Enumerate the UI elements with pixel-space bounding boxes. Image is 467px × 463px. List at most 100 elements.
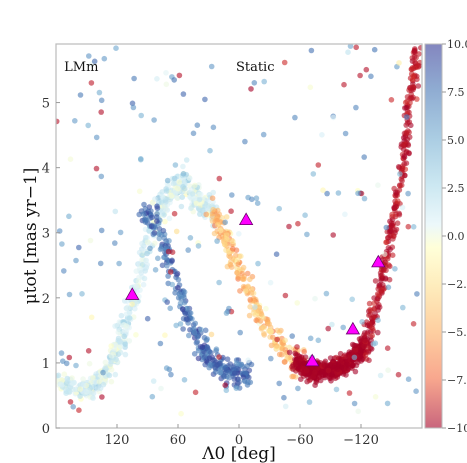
scatter-point (151, 223, 158, 229)
scatter-point (282, 351, 289, 357)
scatter-point (136, 188, 143, 195)
scatter-point (340, 324, 347, 331)
scatter-point (129, 301, 135, 308)
scatter-point (87, 237, 94, 244)
scatter-point (392, 266, 398, 272)
scatter-point (230, 246, 236, 252)
scatter-point (173, 228, 180, 235)
scatter-point (186, 332, 192, 339)
scatter-point (306, 399, 313, 405)
scatter-point (117, 229, 124, 236)
scatter-point (403, 114, 410, 120)
highlight-triangle-marker (305, 353, 320, 367)
scatter-point (329, 321, 335, 328)
scatter-point (147, 245, 153, 252)
scatter-point (213, 346, 220, 353)
scatter-point (99, 394, 105, 400)
scatter-point (108, 378, 115, 385)
scatter-point (375, 286, 382, 292)
scatter-point (152, 240, 158, 246)
highlight-triangle-marker (345, 321, 361, 335)
scatter-point (400, 304, 406, 311)
scatter-point (263, 305, 269, 312)
scatter-point (411, 54, 418, 60)
scatter-point (204, 345, 211, 351)
scatter-point (222, 219, 228, 226)
scatter-point (244, 363, 250, 369)
scatter-point (208, 349, 214, 356)
scatter-point (112, 208, 119, 215)
scatter-point (405, 142, 412, 149)
scatter-point (187, 310, 194, 316)
scatter-point (393, 203, 400, 210)
scatter-point (394, 220, 401, 226)
scatter-point (186, 175, 193, 182)
scatter-point (410, 224, 417, 230)
scatter-point (310, 373, 317, 380)
scatter-point (179, 194, 185, 200)
scatter-point (135, 278, 142, 285)
scatter-point (402, 99, 409, 106)
scatter-point (253, 195, 260, 201)
scatter-point (100, 369, 106, 376)
scatter-point (346, 390, 353, 396)
scatter-point (237, 288, 243, 294)
chart-annotation: LMm (64, 60, 98, 75)
scatter-point (335, 190, 342, 196)
scatter-point (180, 184, 186, 190)
scatter-point (165, 248, 172, 255)
scatter-point (387, 233, 393, 239)
scatter-point (158, 385, 164, 392)
scatter-point (88, 80, 95, 86)
scatter-point (154, 205, 161, 211)
scatter-point (160, 227, 167, 234)
scatter-point (274, 336, 280, 343)
scatter-point (73, 257, 79, 264)
scatter-point (276, 205, 283, 212)
scatter-point (167, 269, 174, 275)
scatter-point (208, 63, 215, 70)
scatter-point (412, 59, 418, 65)
scatter-point (374, 298, 380, 305)
scatter-point (180, 326, 186, 332)
scatter-point (137, 287, 143, 293)
scatter-point (393, 191, 400, 197)
scatter-point (108, 353, 115, 359)
scatter-point (197, 211, 203, 217)
annotations: LMm Static (64, 60, 274, 75)
x-tick-label: −120 (343, 433, 379, 448)
colorbar-tick-label: 0.0 (447, 230, 465, 243)
scatter-point (178, 410, 184, 417)
scatter-point (410, 86, 416, 93)
scatter-point (88, 314, 95, 321)
scatter-point (86, 360, 93, 367)
highlight-triangle-marker (238, 212, 254, 226)
scatter-point (347, 44, 354, 49)
scatter-point (334, 374, 341, 380)
scatter-point (371, 46, 378, 53)
scatter-point (341, 81, 347, 88)
scatter-point (98, 227, 105, 234)
scatter-point (80, 376, 86, 382)
scatter-point (341, 353, 347, 360)
scatter-point (175, 276, 182, 283)
scatter-point (366, 300, 373, 307)
colorbar-tick-label: 5.0 (447, 134, 465, 147)
scatter-point (96, 89, 103, 96)
scatter-point (108, 343, 114, 349)
scatter-point (195, 206, 202, 212)
scatter-point (163, 188, 170, 194)
scatter-point (381, 251, 388, 257)
scatter-point (66, 213, 72, 220)
scatter-point (245, 283, 251, 290)
scatter-point (199, 344, 206, 351)
scatter-point (282, 359, 288, 365)
scatter-point (97, 260, 104, 267)
scatter-point (415, 64, 422, 70)
scatter-point (231, 370, 238, 376)
scatter-point (222, 382, 228, 389)
scatter-point (223, 214, 230, 220)
scatter-point (162, 332, 168, 339)
scatter-point (362, 352, 369, 358)
scatter-point (86, 53, 92, 59)
